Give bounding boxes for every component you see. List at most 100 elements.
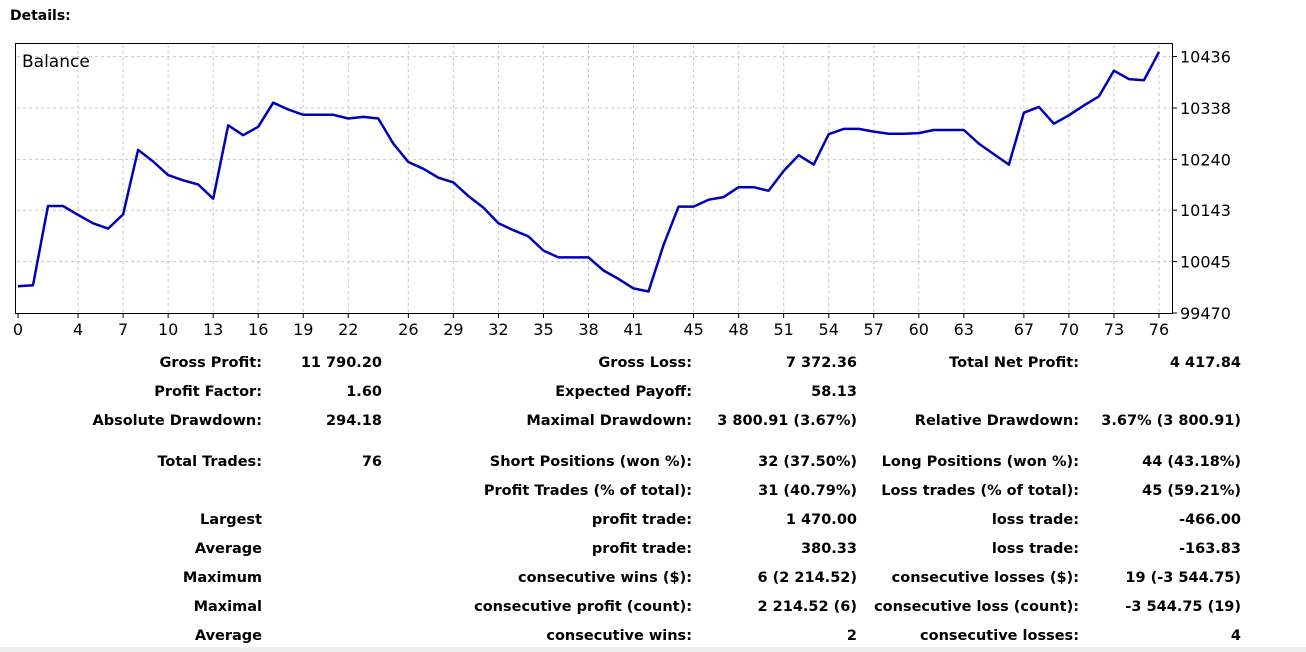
stat-group-label: Maximum <box>182 569 262 586</box>
stat-value: 4 417.84 <box>1169 354 1241 371</box>
stat-label: Gross Profit: <box>159 354 262 371</box>
stat-value: 2 <box>846 627 857 644</box>
stat-group-label: Largest <box>200 511 262 528</box>
x-tick-label: 13 <box>203 320 223 339</box>
x-tick-label: 19 <box>293 320 313 339</box>
details-title: Details: <box>10 8 71 24</box>
x-tick-label: 70 <box>1059 320 1079 339</box>
stat-label: consecutive wins: <box>546 627 692 644</box>
stat-label: Relative Drawdown: <box>914 412 1079 429</box>
chart-title: Balance <box>22 52 90 72</box>
stat-label: consecutive wins ($): <box>517 569 692 586</box>
stats-row: Average consecutive wins: 2 consecutive … <box>0 621 1306 650</box>
x-tick-label: 51 <box>773 320 793 339</box>
stat-value: 45 (59.21%) <box>1142 482 1241 499</box>
stats-table: Gross Profit: 11 790.20 Gross Loss: 7 37… <box>0 348 1306 650</box>
stat-label: Total Trades: <box>157 453 262 470</box>
stat-value: 1 470.00 <box>785 511 857 528</box>
stat-label: Short Positions (won %): <box>489 453 692 470</box>
stat-value: 76 <box>361 453 382 470</box>
x-tick-label: 35 <box>533 320 553 339</box>
y-axis-ticks: 10436 10338 10240 10143 10045 99470 <box>1172 48 1231 323</box>
stat-label: Absolute Drawdown: <box>92 412 262 429</box>
x-tick-label: 60 <box>909 320 929 339</box>
stats-row: Maximal consecutive profit (count): 2 21… <box>0 592 1306 621</box>
x-tick-label: 73 <box>1104 320 1124 339</box>
x-tick-label: 10 <box>158 320 178 339</box>
stat-value: 19 (-3 544.75) <box>1125 569 1241 586</box>
stat-label: Long Positions (won %): <box>881 453 1079 470</box>
stat-value: 294.18 <box>326 412 382 429</box>
plot-frame <box>15 43 1173 314</box>
series-layer <box>17 51 1161 293</box>
x-tick-label: 29 <box>443 320 463 339</box>
stat-value: -466.00 <box>1179 511 1241 528</box>
stat-label: Maximal Drawdown: <box>526 412 692 429</box>
x-tick-label: 45 <box>683 320 703 339</box>
stat-value: 7 372.36 <box>785 354 857 371</box>
x-tick-label: 4 <box>73 320 83 339</box>
stat-group-label: Average <box>194 627 262 644</box>
x-tick-label: 32 <box>488 320 508 339</box>
stat-label: Profit Trades (% of total): <box>483 482 692 499</box>
x-tick-label: 7 <box>118 320 128 339</box>
stat-group-label: Average <box>194 540 262 557</box>
x-tick-label: 63 <box>954 320 974 339</box>
stats-row: Profit Factor: 1.60 Expected Payoff: 58.… <box>0 377 1306 406</box>
x-tick-label: 16 <box>248 320 268 339</box>
x-tick-label: 57 <box>864 320 884 339</box>
y-tick-label: 10045 <box>1180 253 1231 272</box>
x-tick-label: 48 <box>728 320 748 339</box>
stats-row: Total Trades: 76 Short Positions (won %)… <box>0 447 1306 476</box>
stats-row: Maximum consecutive wins ($): 6 (2 214.5… <box>0 563 1306 592</box>
x-tick-label: 26 <box>398 320 418 339</box>
stat-label: profit trade: <box>591 540 692 557</box>
stat-value: -3 544.75 (19) <box>1125 598 1241 615</box>
stat-label: loss trade: <box>991 540 1079 557</box>
stat-label: Loss trades (% of total): <box>881 482 1079 499</box>
x-tick-label: 54 <box>819 320 839 339</box>
balance-chart: 0 4 7 10 13 16 19 22 26 29 32 35 38 41 45 48 51 54 57 60 63 6… <box>13 43 1231 339</box>
stat-label: consecutive losses ($): <box>891 569 1079 586</box>
y-tick-label: 99470 <box>1180 304 1231 323</box>
y-tick-label: 10338 <box>1180 99 1231 118</box>
stat-label: Expected Payoff: <box>555 383 692 400</box>
x-tick-label: 0 <box>13 320 23 339</box>
stat-value: 58.13 <box>811 383 857 400</box>
y-tick-label: 10436 <box>1180 48 1231 67</box>
stats-row: Average profit trade: 380.33 loss trade:… <box>0 534 1306 563</box>
bottom-divider <box>0 647 1306 652</box>
stats-row: Absolute Drawdown: 294.18 Maximal Drawdo… <box>0 406 1306 435</box>
y-tick-label: 10143 <box>1180 201 1231 220</box>
stat-value: 4 <box>1230 627 1241 644</box>
stat-value: 3 800.91 (3.67%) <box>717 412 857 429</box>
stat-value: 44 (43.18%) <box>1142 453 1241 470</box>
stat-label: Gross Loss: <box>598 354 692 371</box>
x-tick-label: 67 <box>1014 320 1034 339</box>
x-tick-label: 76 <box>1149 320 1169 339</box>
stats-row: Profit Trades (% of total): 31 (40.79%) … <box>0 476 1306 505</box>
stat-label: consecutive loss (count): <box>874 598 1079 615</box>
stat-value: 31 (40.79%) <box>758 482 857 499</box>
stat-value: 3.67% (3 800.91) <box>1101 412 1241 429</box>
x-tick-label: 22 <box>338 320 358 339</box>
stat-value: 1.60 <box>346 383 382 400</box>
stat-label: Total Net Profit: <box>949 354 1079 371</box>
x-axis-ticks: 0 4 7 10 13 16 19 22 26 29 32 35 38 41 45 48 51 54 57 60 63 6… <box>13 313 1169 339</box>
stat-group-label: Maximal <box>193 598 262 615</box>
x-tick-label: 41 <box>623 320 643 339</box>
stat-label: loss trade: <box>991 511 1079 528</box>
stats-row: Largest profit trade: 1 470.00 loss trad… <box>0 505 1306 534</box>
stats-row: Gross Profit: 11 790.20 Gross Loss: 7 37… <box>0 348 1306 377</box>
stat-value: 2 214.52 (6) <box>757 598 857 615</box>
stat-value: 11 790.20 <box>300 354 382 371</box>
y-tick-label: 10240 <box>1180 150 1231 169</box>
stat-label: Profit Factor: <box>154 383 262 400</box>
stat-value: -163.83 <box>1179 540 1241 557</box>
balance-line <box>17 51 1161 293</box>
stat-value: 380.33 <box>801 540 857 557</box>
stat-value: 6 (2 214.52) <box>757 569 857 586</box>
stat-label: consecutive losses: <box>920 627 1079 644</box>
stat-label: profit trade: <box>591 511 692 528</box>
x-tick-label: 38 <box>578 320 598 339</box>
